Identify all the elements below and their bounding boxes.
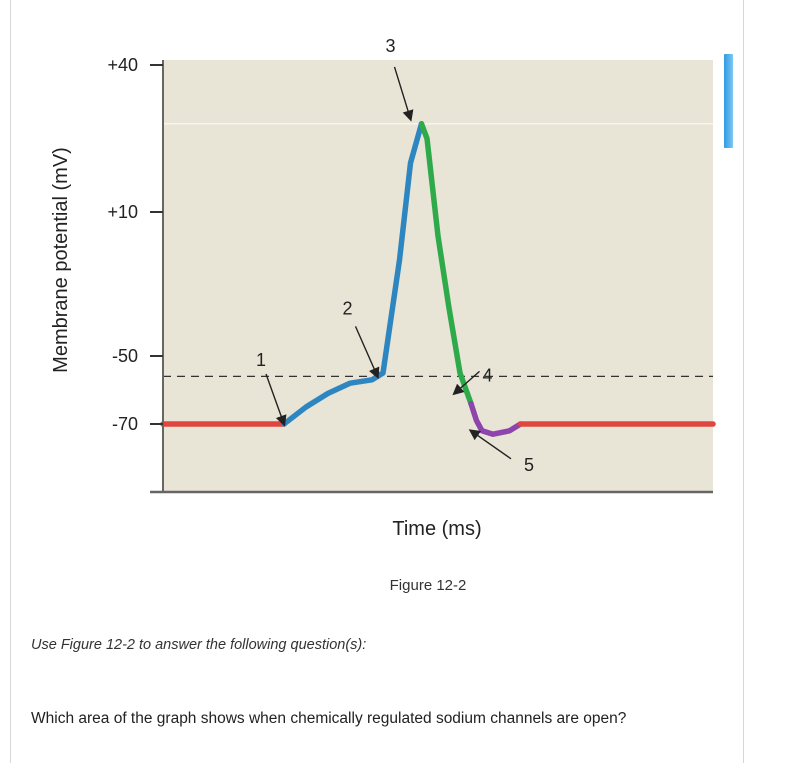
- y-tick-label: +40: [107, 55, 138, 75]
- question-text: Which area of the graph shows when chemi…: [31, 710, 627, 727]
- annotation-arrow: [468, 429, 512, 460]
- series-hyperpolarizing: [468, 400, 524, 437]
- series-depolarizing: [281, 121, 425, 427]
- annotation-arrow: [393, 66, 414, 122]
- scroll-indicator[interactable]: [724, 54, 733, 148]
- y-tick-label: +10: [107, 202, 138, 222]
- plot-background: [163, 60, 713, 492]
- series-layer: [160, 121, 716, 437]
- x-axis-label: Time (ms): [392, 518, 481, 540]
- annotation-label: 4: [482, 365, 492, 385]
- annotation-layer: 1 2 3 4 5: [256, 36, 534, 475]
- question-card: [10, 0, 744, 763]
- figure-caption: Figure 12-2: [389, 577, 467, 594]
- y-tick-layer: +40 +10 -50 -70: [107, 55, 163, 434]
- annotation-label: 2: [342, 298, 352, 318]
- annotation-label: 5: [524, 455, 534, 475]
- annotation-label: 3: [385, 36, 395, 56]
- annotation-label: 1: [256, 350, 266, 370]
- instruction-text: Use Figure 12-2 to answer the following …: [31, 637, 367, 653]
- action-potential-chart: +40 +10 -50 -70 1 2 3 4 5 Membrane potential (m…: [50, 36, 716, 540]
- y-axis-label: Membrane potential (mV): [50, 147, 72, 373]
- y-tick-label: -50: [112, 346, 138, 366]
- annotation-arrow: [452, 370, 480, 396]
- series-repolarizing: [418, 121, 474, 407]
- axis-layer: [150, 60, 713, 494]
- y-tick-label: -70: [112, 414, 138, 434]
- annotation-arrow: [265, 373, 287, 427]
- annotation-arrow: [354, 326, 380, 379]
